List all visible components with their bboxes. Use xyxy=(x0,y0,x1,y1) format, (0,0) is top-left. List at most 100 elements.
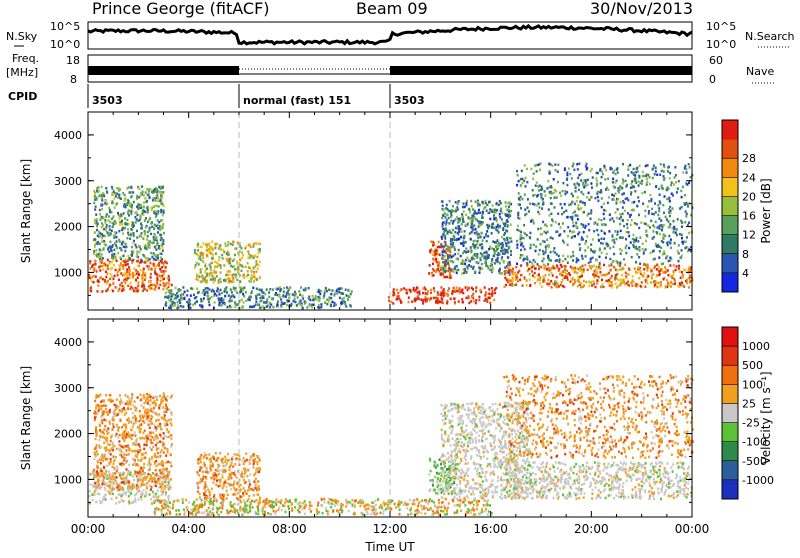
scatter-cell xyxy=(219,293,221,296)
scatter-cell xyxy=(138,196,140,199)
scatter-cell xyxy=(478,299,480,302)
scatter-cell xyxy=(537,238,539,241)
scatter-cell xyxy=(130,213,132,216)
scatter-cell xyxy=(574,271,576,274)
scatter-cell xyxy=(102,268,104,271)
freq-bar-3503-b xyxy=(390,66,692,75)
scatter-cell xyxy=(683,285,685,288)
scatter-cell xyxy=(430,297,432,300)
scatter-cell xyxy=(596,282,598,285)
scatter-cell xyxy=(100,232,102,235)
scatter-cell xyxy=(481,201,483,204)
scatter-cell xyxy=(139,437,141,440)
scatter-cell xyxy=(449,200,451,203)
scatter-cell xyxy=(465,224,467,227)
scatter-cell xyxy=(99,269,101,272)
scatter-cell xyxy=(158,262,160,265)
scatter-cell xyxy=(617,285,619,288)
scatter-cell xyxy=(162,444,164,447)
scatter-cell xyxy=(524,248,526,251)
scatter-cell xyxy=(622,219,624,222)
scatter-cell xyxy=(454,289,456,292)
scatter-cell xyxy=(113,426,115,429)
scatter-cell xyxy=(540,193,542,196)
scatter-cell xyxy=(149,247,151,250)
scatter-cell xyxy=(605,169,607,172)
scatter-cell xyxy=(598,266,600,269)
scatter-cell xyxy=(169,471,171,474)
scatter-cell xyxy=(567,216,569,219)
scatter-cell xyxy=(481,214,483,217)
scatter-cell xyxy=(107,411,109,414)
scatter-cell xyxy=(283,287,285,290)
scatter-cell xyxy=(214,271,216,274)
scatter-cell xyxy=(681,249,683,252)
scatter-cell xyxy=(137,265,139,268)
scatter-cell xyxy=(652,177,654,180)
scatter-cell xyxy=(119,454,121,457)
scatter-cell xyxy=(525,185,527,188)
scatter-cell xyxy=(491,293,493,296)
scatter-cell xyxy=(530,247,532,250)
scatter-cell xyxy=(115,434,117,437)
scatter-cell xyxy=(478,209,480,212)
scatter-cell xyxy=(593,230,595,233)
scatter-cell xyxy=(500,210,502,213)
scatter-cell xyxy=(115,412,117,415)
scatter-cell xyxy=(340,302,342,305)
scatter-cell xyxy=(129,403,131,406)
scatter-cell xyxy=(292,293,294,296)
scatter-cell xyxy=(101,483,103,486)
scatter-cell xyxy=(568,167,570,170)
scatter-cell xyxy=(572,277,574,280)
scatter-cell xyxy=(140,215,142,218)
scatter-cell xyxy=(236,263,238,266)
scatter-cell xyxy=(145,276,147,279)
scatter-cell xyxy=(441,297,443,300)
scatter-cell xyxy=(538,189,540,192)
scatter-cell xyxy=(159,395,161,398)
scatter-cell xyxy=(446,262,448,265)
scatter-cell xyxy=(158,274,160,277)
scatter-cell xyxy=(245,266,247,269)
scatter-cell xyxy=(194,249,196,252)
scatter-cell xyxy=(551,286,553,289)
scatter-cell xyxy=(147,194,149,197)
scatter-cell xyxy=(594,197,596,200)
scatter-cell xyxy=(659,225,661,228)
scatter-cell xyxy=(474,232,476,235)
scatter-cell xyxy=(529,273,531,276)
scatter-cell xyxy=(586,163,588,166)
scatter-cell xyxy=(106,436,108,439)
scatter-cell xyxy=(638,180,640,183)
scatter-cell xyxy=(129,474,131,477)
scatter-cell xyxy=(628,231,630,234)
scatter-cell xyxy=(497,257,499,260)
scatter-cell xyxy=(634,267,636,270)
scatter-cell xyxy=(163,418,165,421)
beam-title: Beam 09 xyxy=(356,0,428,18)
scatter-cell xyxy=(134,216,136,219)
scatter-cell xyxy=(451,246,453,249)
scatter-cell xyxy=(116,247,118,250)
scatter-cell xyxy=(136,420,138,423)
scatter-cell xyxy=(160,209,162,212)
scatter-cell xyxy=(454,248,456,251)
scatter-cell xyxy=(119,223,121,226)
scatter-cell xyxy=(100,468,102,471)
scatter-cell xyxy=(94,260,96,263)
scatter-cell xyxy=(504,277,506,280)
scatter-cell xyxy=(543,264,545,267)
scatter-cell xyxy=(163,437,165,440)
scatter-cell xyxy=(486,210,488,213)
scatter-cell xyxy=(95,487,97,490)
scatter-cell xyxy=(550,185,552,188)
scatter-cell xyxy=(119,288,121,291)
scatter-cell xyxy=(143,489,145,492)
scatter-cell xyxy=(609,219,611,222)
scatter-cell xyxy=(535,250,537,253)
scatter-cell xyxy=(398,295,400,298)
scatter-cell xyxy=(486,230,488,233)
scatter-cell xyxy=(414,290,416,293)
scatter-cell xyxy=(622,178,624,181)
